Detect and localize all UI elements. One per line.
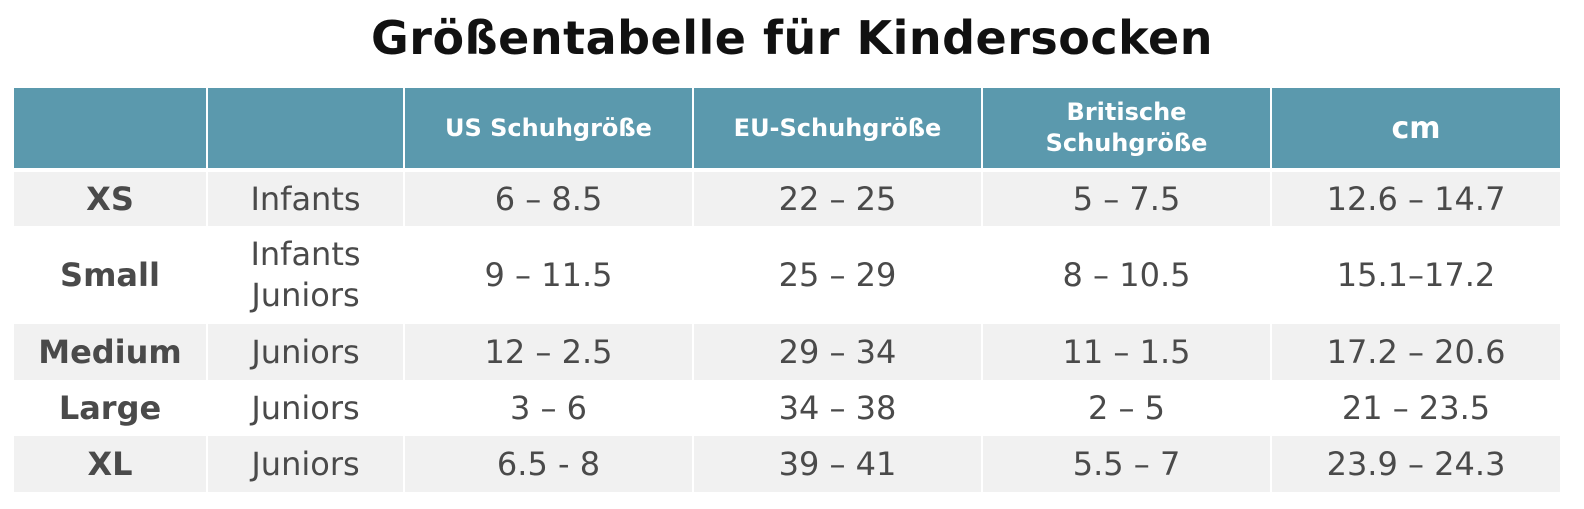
age-group: Juniors bbox=[207, 324, 405, 380]
age-group-line: Juniors bbox=[251, 276, 360, 314]
age-group-line: Infants bbox=[250, 179, 361, 218]
cm-cell: 12.6 – 14.7 bbox=[1271, 170, 1560, 226]
header-us-size: US Schuhgröße bbox=[404, 88, 694, 172]
size-label: Small bbox=[14, 226, 208, 324]
cm-cell: 23.9 – 24.3 bbox=[1271, 436, 1560, 492]
uk-size-cell: 8 – 10.5 bbox=[982, 226, 1272, 324]
age-group-line: Juniors bbox=[251, 388, 360, 427]
header-cm: cm bbox=[1271, 88, 1560, 172]
table-row: Medium Juniors 12 – 2.5 29 – 34 11 – 1.5… bbox=[14, 324, 1560, 380]
header-age-group bbox=[207, 88, 405, 172]
age-group: Infants Juniors bbox=[207, 226, 405, 324]
header-uk-line1: Britische bbox=[1066, 98, 1187, 126]
header-eu-size: EU-Schuhgröße bbox=[693, 88, 983, 172]
uk-size-cell: 5.5 – 7 bbox=[982, 436, 1272, 492]
table-row: XS Infants 6 – 8.5 22 – 25 5 – 7.5 12.6 … bbox=[14, 170, 1560, 226]
page-title: Größentabelle für Kindersocken bbox=[371, 11, 1213, 65]
cm-cell: 21 – 23.5 bbox=[1271, 380, 1560, 436]
age-group-line: Infants bbox=[250, 235, 361, 273]
us-size-cell: 9 – 11.5 bbox=[404, 226, 694, 324]
age-group-line: Juniors bbox=[251, 332, 360, 371]
header-uk-line2: Schuhgröße bbox=[1045, 129, 1208, 157]
size-label: Large bbox=[14, 380, 208, 436]
table-row: Large Juniors 3 – 6 34 – 38 2 – 5 21 – 2… bbox=[14, 380, 1560, 436]
us-size-cell: 3 – 6 bbox=[404, 380, 694, 436]
us-size-cell: 12 – 2.5 bbox=[404, 324, 694, 380]
eu-size-cell: 22 – 25 bbox=[693, 170, 983, 226]
cm-cell: 17.2 – 20.6 bbox=[1271, 324, 1560, 380]
size-label: Medium bbox=[14, 324, 208, 380]
eu-size-cell: 29 – 34 bbox=[693, 324, 983, 380]
table-row: Small Infants Juniors 9 – 11.5 25 – 29 8… bbox=[14, 226, 1560, 324]
age-group-line: Juniors bbox=[251, 444, 360, 483]
uk-size-cell: 5 – 7.5 bbox=[982, 170, 1272, 226]
age-group: Juniors bbox=[207, 436, 405, 492]
header-size bbox=[14, 88, 208, 172]
us-size-cell: 6.5 - 8 bbox=[404, 436, 694, 492]
size-chart-table: US Schuhgröße EU-Schuhgröße Britische Sc… bbox=[14, 88, 1560, 492]
uk-size-cell: 11 – 1.5 bbox=[982, 324, 1272, 380]
table-row: XL Juniors 6.5 - 8 39 – 41 5.5 – 7 23.9 … bbox=[14, 436, 1560, 492]
header-uk-size: Britische Schuhgröße bbox=[982, 88, 1272, 172]
table-header-row: US Schuhgröße EU-Schuhgröße Britische Sc… bbox=[14, 88, 1560, 172]
uk-size-cell: 2 – 5 bbox=[982, 380, 1272, 436]
eu-size-cell: 25 – 29 bbox=[693, 226, 983, 324]
cm-cell: 15.1–17.2 bbox=[1271, 226, 1560, 324]
size-label: XL bbox=[14, 436, 208, 492]
us-size-cell: 6 – 8.5 bbox=[404, 170, 694, 226]
eu-size-cell: 34 – 38 bbox=[693, 380, 983, 436]
size-label: XS bbox=[14, 170, 208, 226]
age-group: Juniors bbox=[207, 380, 405, 436]
age-group: Infants bbox=[207, 170, 405, 226]
eu-size-cell: 39 – 41 bbox=[693, 436, 983, 492]
